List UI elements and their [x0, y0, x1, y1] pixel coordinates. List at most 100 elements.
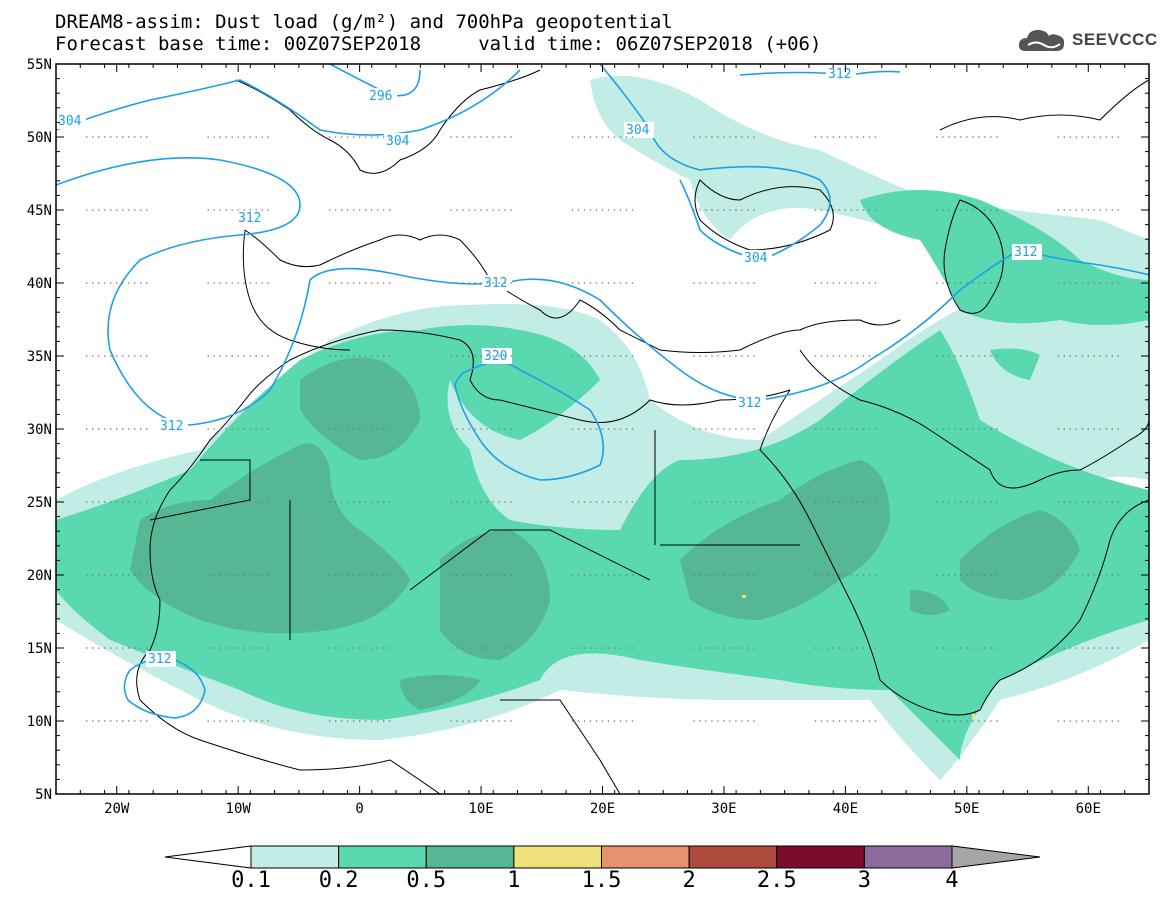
grid-dot	[868, 209, 871, 211]
grid-dot	[219, 501, 221, 503]
grid-dot	[966, 355, 968, 357]
grid-dot	[1117, 136, 1120, 138]
grid-dot	[874, 574, 877, 576]
grid-dot	[936, 355, 938, 357]
grid-dot	[219, 720, 221, 722]
grid-dot	[85, 428, 88, 430]
grid-dot	[601, 136, 604, 138]
grid-dot	[237, 282, 239, 284]
grid-dot	[699, 647, 701, 649]
grid-dot	[1063, 720, 1066, 722]
grid-dot	[133, 647, 136, 649]
grid-dot	[267, 355, 269, 357]
grid-dot	[219, 209, 221, 211]
grid-dot	[729, 720, 731, 722]
grid-dot	[139, 209, 142, 211]
grid-dot	[103, 647, 106, 649]
grid-dot	[862, 209, 865, 211]
grid-dot	[850, 428, 853, 430]
grid-dot	[814, 355, 817, 357]
grid-dot	[595, 209, 598, 211]
grid-dot	[267, 574, 269, 576]
grid-dot	[1057, 282, 1060, 284]
grid-dot	[91, 282, 94, 284]
grid-dot	[972, 720, 974, 722]
grid-dot	[498, 501, 500, 503]
grid-dot	[996, 428, 998, 430]
grid-dot	[97, 428, 100, 430]
grid-dot	[370, 355, 373, 357]
grid-dot	[571, 501, 574, 503]
grid-dot	[625, 282, 628, 284]
grid-dot	[984, 209, 986, 211]
lat-label: 40N	[27, 276, 52, 292]
grid-dot	[364, 355, 367, 357]
grid-dot	[91, 209, 94, 211]
grid-dot	[328, 209, 331, 211]
grid-dot	[826, 209, 829, 211]
grid-dot	[376, 720, 379, 722]
grid-dot	[729, 647, 731, 649]
grid-dot	[1081, 647, 1084, 649]
grid-dot	[826, 136, 829, 138]
grid-dot	[589, 209, 592, 211]
grid-dot	[589, 574, 592, 576]
grid-dot	[249, 574, 251, 576]
grid-dot	[705, 647, 707, 649]
lon-label: 0	[355, 801, 363, 817]
grid-dot	[850, 136, 853, 138]
grid-dot	[990, 501, 992, 503]
grid-dot	[966, 428, 968, 430]
grid-dot	[589, 428, 592, 430]
grid-dot	[231, 282, 233, 284]
grid-dot	[954, 720, 956, 722]
grid-dot	[631, 282, 634, 284]
grid-dot	[388, 647, 391, 649]
grid-dot	[480, 720, 482, 722]
grid-dot	[510, 501, 512, 503]
grid-dot	[370, 574, 373, 576]
grid-dot	[705, 282, 707, 284]
grid-dot	[747, 209, 749, 211]
grid-dot	[121, 574, 124, 576]
grid-dot	[747, 282, 749, 284]
grid-dot	[121, 720, 124, 722]
grid-dot	[267, 647, 269, 649]
grid-dot	[607, 720, 610, 722]
grid-dot	[486, 428, 488, 430]
grid-dot	[352, 209, 355, 211]
grid-dot	[376, 647, 379, 649]
grid-dot	[625, 209, 628, 211]
grid-dot	[832, 136, 835, 138]
grid-dot	[862, 136, 865, 138]
grid-dot	[826, 428, 829, 430]
grid-dot	[717, 428, 719, 430]
grid-dot	[601, 501, 604, 503]
grid-dot	[936, 136, 938, 138]
grid-dot	[352, 136, 355, 138]
grid-dot	[474, 355, 476, 357]
grid-dot	[225, 355, 227, 357]
grid-dot	[334, 136, 337, 138]
grid-dot	[382, 647, 385, 649]
grid-dot	[213, 501, 215, 503]
grid-dot	[91, 647, 94, 649]
grid-dot	[328, 428, 331, 430]
grid-dot	[693, 501, 695, 503]
grid-dot	[723, 720, 725, 722]
grid-dot	[127, 720, 130, 722]
grid-dot	[133, 282, 136, 284]
latitude-axis: 55N 50N 45N 40N 35N 30N 25N 20N 15N 10N 5N	[27, 57, 1149, 803]
grid-dot	[85, 282, 88, 284]
grid-dot	[741, 501, 743, 503]
grid-dot	[990, 720, 992, 722]
contour-label: 304	[386, 134, 410, 149]
grid-dot	[996, 282, 998, 284]
cloud-icon	[1018, 30, 1065, 51]
grid-dot	[856, 501, 859, 503]
grid-dot	[450, 209, 452, 211]
grid-dot	[456, 282, 458, 284]
grid-dot	[613, 647, 616, 649]
grid-dot	[1093, 355, 1096, 357]
